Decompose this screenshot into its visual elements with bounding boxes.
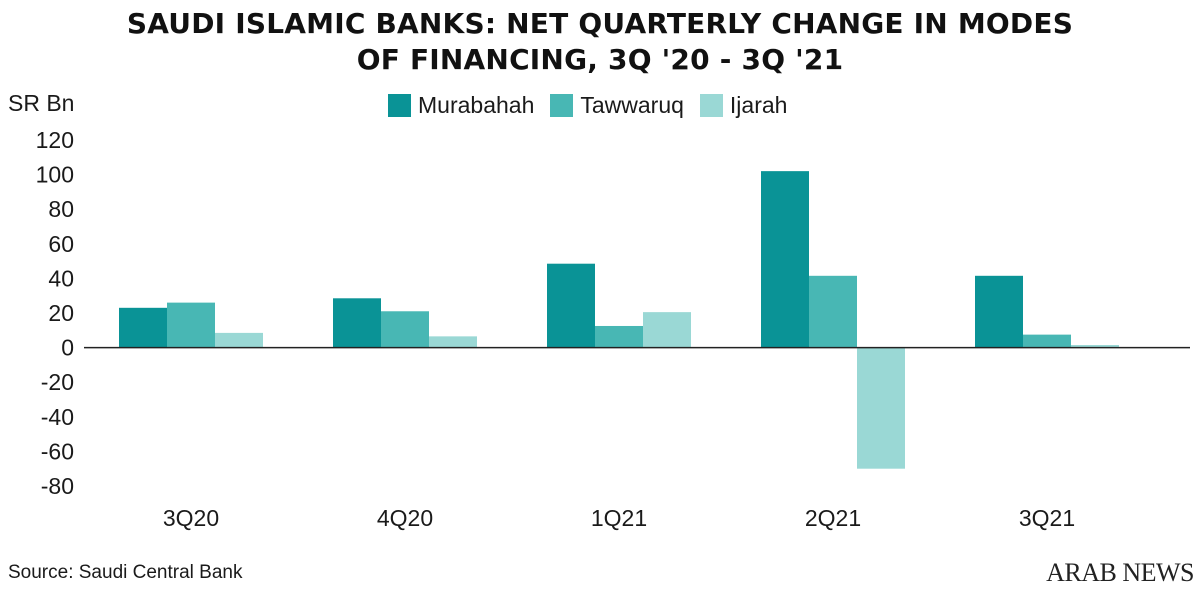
legend-swatch-tawwaruq (550, 94, 574, 117)
bar-tawwaruq-3q20 (167, 302, 215, 348)
bar-ijarah-1q21 (643, 312, 691, 348)
bar-ijarah-3q21 (1071, 345, 1119, 348)
y-tick-label: -80 (41, 473, 74, 499)
y-tick-label: 80 (48, 196, 74, 222)
bar-tawwaruq-1q21 (595, 325, 643, 348)
chart-title-line-1: SAUDI ISLAMIC BANKS: NET QUARTERLY CHANG… (126, 7, 1074, 40)
x-tick-label: 3Q20 (163, 505, 219, 531)
legend-swatch-ijarah (699, 94, 723, 117)
legend-label-murabahah: Murabahah (418, 92, 535, 118)
bar-murabahah-4q20 (333, 298, 381, 348)
y-axis-unit-label: SR Bn (8, 90, 75, 116)
chart-title: SAUDI ISLAMIC BANKS: NET QUARTERLY CHANG… (0, 6, 1200, 78)
legend-label-tawwaruq: Tawwaruq (580, 92, 684, 118)
y-tick-label: 0 (61, 335, 74, 361)
legend-swatch-murabahah (388, 94, 411, 117)
legend-item-ijarah: Ijarah (699, 92, 788, 119)
bar-ijarah-3q20 (215, 332, 263, 348)
bar-tawwaruq-2q21 (809, 275, 857, 348)
legend-item-murabahah: Murabahah (388, 92, 534, 119)
legend-item-tawwaruq: Tawwaruq (550, 92, 684, 119)
chart-legend: Murabahah Tawwaruq Ijarah (388, 92, 803, 119)
source-note: Source: Saudi Central Bank (8, 562, 243, 583)
bar-murabahah-3q21 (975, 275, 1023, 348)
x-tick-label: 2Q21 (805, 505, 861, 531)
bar-tawwaruq-3q21 (1023, 334, 1071, 348)
y-tick-label: -20 (41, 369, 74, 395)
y-tick-label: -40 (41, 404, 74, 430)
y-tick-label: 40 (48, 265, 74, 291)
bar-murabahah-2q21 (761, 171, 809, 348)
x-tick-label: 3Q21 (1019, 505, 1075, 531)
x-tick-label: 1Q21 (591, 505, 647, 531)
bar-murabahah-3q20 (119, 307, 167, 348)
legend-label-ijarah: Ijarah (729, 92, 788, 118)
y-tick-label: 60 (48, 231, 74, 257)
arab-news-logo: ARAB NEWS (1046, 558, 1194, 587)
bar-ijarah-2q21 (857, 347, 905, 469)
chart-title-line-2: OF FINANCING, 3Q '20 - 3Q '21 (356, 43, 844, 76)
y-tick-label: 20 (48, 300, 74, 326)
bar-murabahah-1q21 (547, 263, 595, 348)
y-tick-label: 100 (36, 162, 74, 188)
bar-ijarah-4q20 (429, 336, 477, 348)
y-tick-label: -60 (41, 438, 74, 464)
bar-tawwaruq-4q20 (381, 311, 429, 348)
x-tick-label: 4Q20 (377, 505, 433, 531)
y-tick-label: 120 (36, 127, 74, 153)
